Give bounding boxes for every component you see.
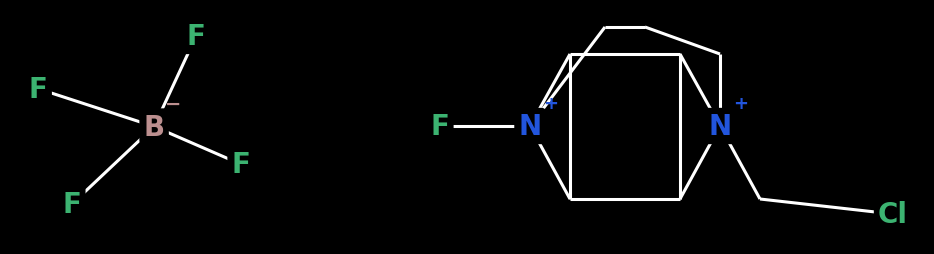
Text: F: F bbox=[431, 113, 449, 140]
Text: +: + bbox=[733, 95, 748, 113]
Text: F: F bbox=[63, 190, 81, 218]
Text: F: F bbox=[232, 151, 250, 179]
Text: F: F bbox=[187, 23, 205, 51]
Text: +: + bbox=[543, 95, 558, 113]
Text: N: N bbox=[518, 113, 542, 140]
Text: Cl: Cl bbox=[878, 200, 908, 228]
Text: B: B bbox=[144, 113, 164, 141]
Text: N: N bbox=[708, 113, 731, 140]
Text: F: F bbox=[29, 75, 48, 103]
Text: −: − bbox=[164, 95, 181, 114]
